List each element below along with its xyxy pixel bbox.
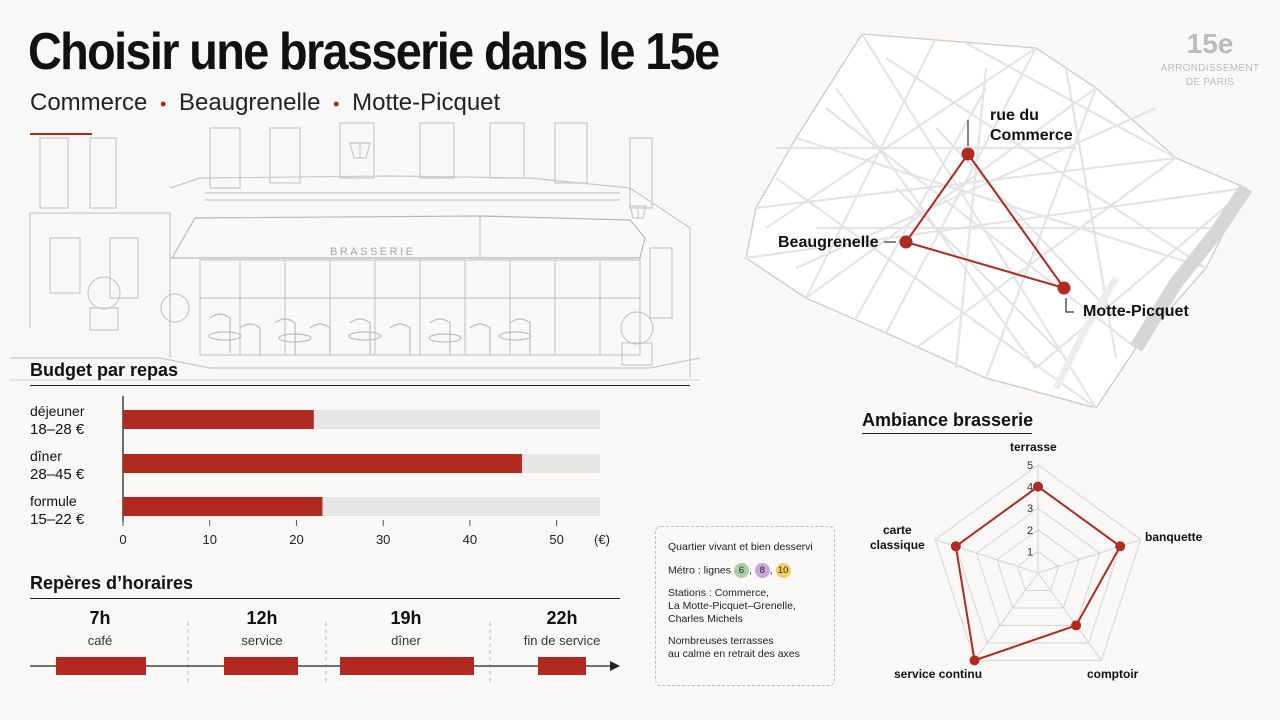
subtitle-motte-picquet: Motte-Picquet	[352, 89, 501, 116]
subtitle-beaugrenelle: Beaugrenelle	[179, 89, 321, 116]
hours-title: Repères d’horaires	[30, 573, 194, 593]
radar-label-carte-classique: carte classique	[870, 523, 925, 552]
radar-grid-ring	[934, 464, 1142, 661]
hour-mark-22h: 22h fin de service	[523, 608, 601, 648]
radar-axis-line	[974, 572, 1039, 661]
radar-axis-line	[935, 539, 1039, 574]
budget-x-unit: (€)	[594, 532, 610, 547]
radar-tick-label: 1	[1027, 546, 1033, 558]
brasserie-sign-text: BRASSERIE	[330, 246, 415, 258]
radar-grid-ring	[1016, 550, 1060, 591]
radar-label-terrasse: terrasse	[1010, 440, 1057, 454]
badge-line2: DE PARIS	[1185, 77, 1235, 88]
hour-mark-12h: 12h service	[241, 608, 283, 648]
badge-number: 15e	[1186, 28, 1234, 59]
metro-line-10-badge: 10	[775, 563, 791, 578]
brasserie-illustration: BRASSERIE	[10, 122, 700, 381]
seine-river	[1130, 184, 1252, 352]
budget-bar-chart: 0 10 20 30 40 50 (€)	[119, 396, 610, 547]
hours-rule	[30, 598, 620, 599]
radar-point-1	[1115, 541, 1126, 552]
radar-axis-line	[1037, 572, 1102, 661]
subtitle-commerce: Commerce	[30, 89, 148, 116]
map-label-commerce: rue du Commerce	[990, 107, 1073, 144]
subtitle: Commerce • Beaugrenelle • Motte-Picquet	[30, 89, 500, 117]
timeline-block-diner	[340, 657, 474, 675]
title-accent-rule	[30, 133, 92, 135]
map-point-motte-picquet[interactable]	[1057, 281, 1071, 295]
radar-tick-label: 2	[1027, 525, 1033, 537]
budget-label-diner: dîner 28–45 €	[30, 448, 85, 483]
radar-point-3	[969, 655, 980, 666]
timeline-block-fin-service	[538, 657, 586, 675]
radar-point-2	[1071, 620, 1082, 631]
radar-label-service-continu: service continu	[894, 667, 983, 681]
street-grid	[745, 33, 1247, 408]
radar-grid-ring	[996, 529, 1080, 609]
radar-label-comptoir: comptoir	[1087, 667, 1139, 681]
triangle-route	[904, 152, 1067, 290]
info-stations: Stations : Commerce, La Motte-Picquet–Gr…	[668, 587, 796, 625]
budget-x-tick-label: 30	[376, 532, 390, 547]
map-point-beaugrenelle[interactable]	[899, 235, 913, 249]
info-terrasses: Nombreuses terrasses au calme en retrait…	[668, 635, 800, 660]
budget-x-tick-label: 0	[119, 532, 126, 547]
metro-line-8-badge: 8	[754, 563, 770, 578]
radar-axis-line	[1037, 539, 1141, 574]
budget-x-tick-label: 40	[463, 532, 477, 547]
budget-rule	[30, 385, 690, 386]
budget-x-tick-label: 20	[289, 532, 303, 547]
ambiance-radar-chart: 1 2 3 4 5	[934, 460, 1142, 666]
map-label-motte-picquet: Motte-Picquet	[1083, 303, 1189, 320]
budget-bar-0	[123, 410, 314, 429]
budget-x-tick-label: 50	[549, 532, 563, 547]
arrondissement-badge: 15e ARRONDISSEMENT DE PARIS	[1150, 28, 1270, 90]
radar-tick-label: 3	[1027, 503, 1033, 515]
radar-grid-ring	[975, 507, 1101, 626]
separator-dot: •	[160, 94, 167, 114]
timeline-block-service	[224, 657, 298, 675]
map-15e	[745, 33, 1252, 408]
badge-line1: ARRONDISSEMENT	[1160, 63, 1260, 74]
radar-point-4	[950, 541, 961, 552]
budget-label-dejeuner: déjeuner 18–28 €	[30, 403, 85, 438]
map-point-commerce[interactable]	[961, 147, 975, 161]
radar-label-banquette: banquette	[1145, 530, 1203, 544]
budget-x-tick-label: 10	[202, 532, 216, 547]
timeline-arrow-icon	[610, 661, 620, 671]
radar-point-0	[1033, 481, 1043, 492]
radar-tick-label: 4	[1027, 482, 1033, 494]
radar-value-polygon	[954, 485, 1122, 662]
page-title: Choisir une brasserie dans le 15e	[28, 23, 720, 81]
separator-dot: •	[333, 94, 340, 114]
hour-mark-7h: 7h café	[87, 608, 113, 648]
info-box: Quartier vivant et bien desservi Métro :…	[655, 526, 835, 686]
map-label-beaugrenelle: Beaugrenelle	[778, 234, 879, 251]
timeline-block-cafe	[56, 657, 146, 675]
info-metro: Métro : lignes 6, 8, 10	[668, 563, 824, 578]
budget-title: Budget par repas	[30, 360, 179, 380]
ambiance-rule	[862, 433, 1032, 434]
info-quartier: Quartier vivant et bien desservi	[668, 541, 813, 553]
ambiance-title: Ambiance brasserie	[862, 410, 1034, 430]
budget-label-formule: formule 15–22 €	[30, 493, 85, 528]
budget-bar-1	[123, 454, 522, 473]
hours-timeline	[30, 622, 620, 684]
metro-line-6-badge: 6	[733, 563, 749, 578]
radar-tick-label: 5	[1027, 460, 1033, 472]
budget-bar-2	[123, 497, 323, 516]
hour-mark-19h: 19h dîner	[390, 608, 422, 648]
